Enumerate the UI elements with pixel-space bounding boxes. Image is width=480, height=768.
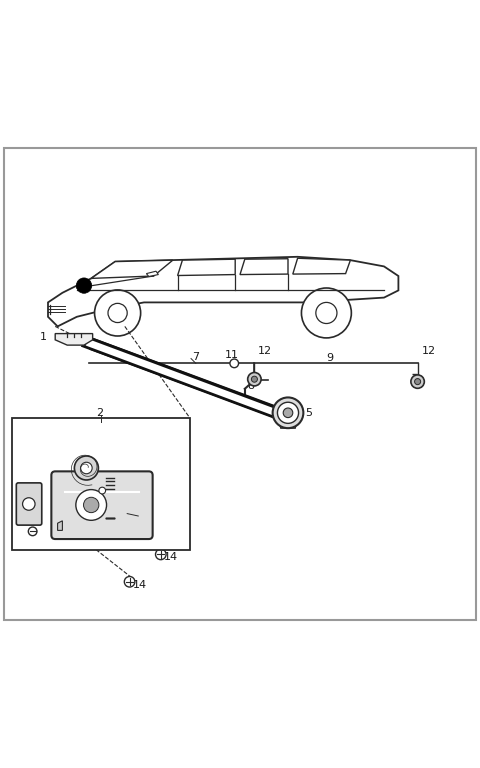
Circle shape: [84, 498, 99, 513]
Text: 3: 3: [13, 521, 21, 531]
Text: 14: 14: [164, 551, 178, 562]
Text: 8: 8: [248, 382, 255, 392]
Text: 5: 5: [305, 408, 312, 418]
Polygon shape: [48, 257, 398, 326]
Polygon shape: [293, 258, 350, 274]
Text: 1: 1: [39, 332, 47, 342]
Circle shape: [81, 462, 92, 474]
Text: 12: 12: [258, 346, 272, 356]
FancyBboxPatch shape: [51, 472, 153, 539]
Circle shape: [76, 490, 107, 521]
Circle shape: [415, 379, 420, 385]
Text: 15: 15: [139, 511, 153, 521]
Circle shape: [277, 402, 299, 423]
Circle shape: [124, 577, 135, 587]
Polygon shape: [146, 271, 158, 276]
Text: 9: 9: [326, 353, 334, 362]
Circle shape: [28, 527, 37, 536]
Circle shape: [273, 398, 303, 429]
FancyBboxPatch shape: [16, 483, 42, 525]
Text: 6: 6: [29, 534, 36, 544]
Circle shape: [108, 303, 127, 323]
Circle shape: [23, 498, 35, 510]
Polygon shape: [55, 333, 93, 345]
Text: 11: 11: [225, 350, 239, 360]
Circle shape: [411, 375, 424, 389]
Text: 12: 12: [421, 346, 435, 356]
Polygon shape: [58, 521, 62, 531]
Circle shape: [156, 549, 166, 560]
Polygon shape: [279, 422, 297, 429]
Circle shape: [99, 487, 106, 494]
Text: 2: 2: [96, 408, 103, 418]
Text: 7: 7: [192, 352, 199, 362]
Circle shape: [316, 303, 337, 323]
Text: 4: 4: [66, 459, 73, 470]
Polygon shape: [178, 260, 235, 276]
Bar: [12, 418, 190, 550]
Circle shape: [252, 376, 257, 382]
Text: 13: 13: [108, 485, 122, 495]
Circle shape: [301, 288, 351, 338]
Circle shape: [76, 278, 92, 293]
Circle shape: [230, 359, 239, 368]
Circle shape: [283, 408, 293, 418]
Polygon shape: [91, 260, 173, 279]
Circle shape: [248, 372, 261, 386]
Text: 14: 14: [133, 580, 147, 590]
Text: 10: 10: [110, 468, 124, 478]
Circle shape: [95, 290, 141, 336]
Circle shape: [74, 456, 98, 480]
Polygon shape: [240, 259, 288, 275]
